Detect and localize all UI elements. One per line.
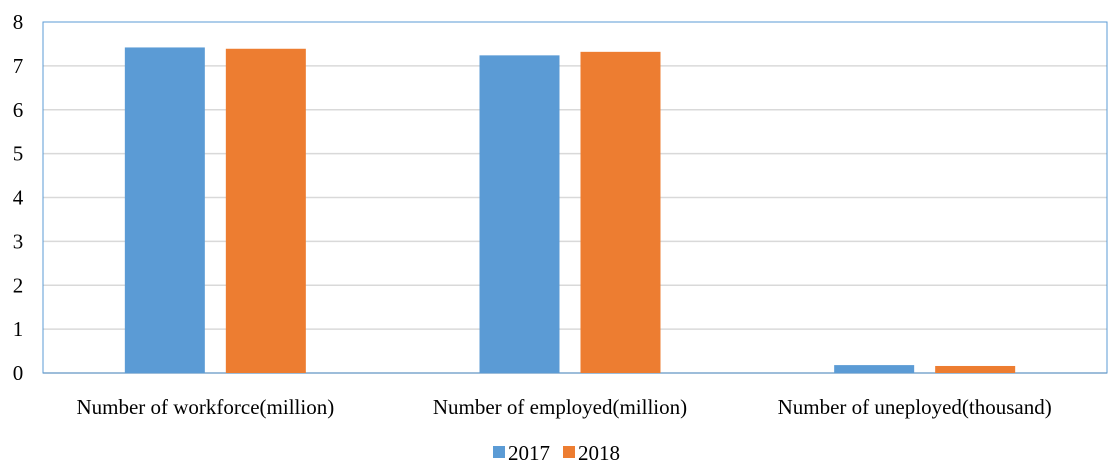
bar-2018-0 [225, 48, 306, 374]
bar-2018-2 [935, 365, 1016, 373]
y-tick-label: 0 [13, 361, 24, 385]
bar-2017-0 [124, 47, 205, 373]
legend-label-2017: 2017 [508, 441, 550, 465]
y-tick-label: 3 [13, 229, 24, 253]
legend-swatch-2018 [563, 446, 575, 458]
bars [124, 47, 1016, 374]
x-category-label: Number of workforce(million) [76, 395, 334, 419]
y-tick-label: 4 [13, 186, 24, 210]
y-tick-label: 7 [13, 54, 24, 78]
bar-2017-1 [479, 55, 560, 373]
plot-frame [42, 21, 1108, 374]
y-axis-tick-labels: 0 1 2 3 4 5 6 7 8 [13, 10, 24, 385]
y-tick-label: 8 [13, 10, 24, 34]
legend: 2017 2018 [493, 441, 620, 465]
bar-2017-2 [834, 365, 915, 373]
x-category-label: Number of uneployed(thousand) [778, 395, 1052, 419]
x-axis-category-labels: Number of workforce(million) Number of em… [76, 395, 1051, 419]
y-tick-label: 5 [13, 142, 24, 166]
y-tick-label: 2 [13, 273, 24, 297]
bar-2018-1 [580, 51, 661, 374]
y-tick-label: 6 [13, 98, 24, 122]
x-category-label: Number of employed(million) [433, 395, 687, 419]
gridlines [43, 65, 1107, 374]
legend-swatch-2017 [493, 446, 505, 458]
y-tick-label: 1 [13, 317, 24, 341]
legend-label-2018: 2018 [578, 441, 620, 465]
